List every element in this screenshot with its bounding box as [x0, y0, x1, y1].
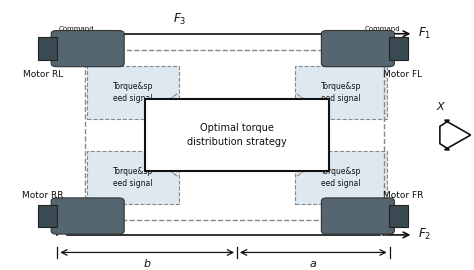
Text: X: X: [436, 102, 444, 112]
Bar: [145, 99, 329, 171]
Text: $F_4$: $F_4$: [81, 213, 94, 228]
Text: $F_2$: $F_2$: [418, 227, 431, 242]
FancyBboxPatch shape: [321, 31, 394, 67]
Bar: [389, 205, 408, 227]
Bar: [295, 66, 387, 119]
Text: Torque&sp
eed signal: Torque&sp eed signal: [321, 82, 361, 103]
Text: a: a: [310, 259, 317, 269]
Text: $F_1$: $F_1$: [418, 26, 431, 41]
Text: Motor RL: Motor RL: [23, 70, 63, 79]
Bar: [38, 37, 57, 60]
Text: Optimal torque
distribution strategy: Optimal torque distribution strategy: [187, 123, 287, 147]
FancyBboxPatch shape: [321, 198, 394, 234]
Bar: [38, 205, 57, 227]
Text: Torque&sp
eed signal: Torque&sp eed signal: [321, 167, 361, 188]
Bar: [295, 151, 387, 204]
Bar: [87, 151, 179, 204]
Text: Motor RR: Motor RR: [22, 191, 64, 200]
Text: Motor FL: Motor FL: [383, 70, 422, 79]
Text: Motor FR: Motor FR: [383, 191, 423, 200]
FancyBboxPatch shape: [51, 198, 124, 234]
Text: Torque&sp
eed signal: Torque&sp eed signal: [113, 82, 153, 103]
Text: Command
signal: Command signal: [58, 26, 94, 39]
Text: b: b: [144, 259, 151, 269]
Bar: [85, 50, 384, 220]
Bar: [389, 37, 408, 60]
Text: Torque&sp
eed signal: Torque&sp eed signal: [113, 167, 153, 188]
Text: Command
signal: Command signal: [364, 26, 400, 39]
Text: Command
signal: Command signal: [58, 207, 94, 220]
Bar: [87, 66, 179, 119]
Polygon shape: [440, 120, 471, 150]
Text: Command
signal: Command signal: [364, 207, 400, 220]
Text: $F_3$: $F_3$: [173, 12, 187, 27]
FancyBboxPatch shape: [51, 31, 124, 67]
